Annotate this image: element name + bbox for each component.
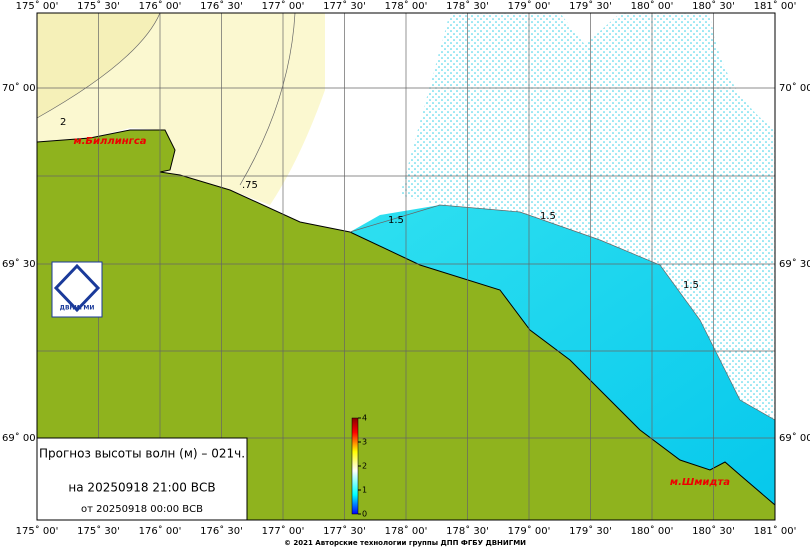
place-label: м.Биллингса bbox=[73, 136, 146, 147]
contour-label: 1.5 bbox=[683, 280, 699, 291]
logo-text: ДВНИГМИ bbox=[60, 305, 95, 312]
lon-label: 176˚ 00' bbox=[139, 0, 182, 12]
contour-label: 1.5 bbox=[388, 215, 404, 226]
legend-title: Прогноз высоты волн (м) – 021ч. bbox=[39, 447, 245, 461]
lon-label: 175˚ 30' bbox=[77, 525, 120, 537]
contour-15 bbox=[349, 204, 776, 421]
lon-label: 180˚ 30' bbox=[692, 0, 735, 12]
colorbar-label: 4 bbox=[362, 414, 367, 423]
lon-label: 179˚ 00' bbox=[508, 0, 551, 12]
lon-label: 176˚ 00' bbox=[139, 525, 182, 537]
lon-label: 177˚ 00' bbox=[262, 525, 305, 537]
lon-label: 177˚ 00' bbox=[262, 0, 305, 12]
lat-label: 69˚ 30' bbox=[2, 258, 38, 270]
lon-label: 178˚ 30' bbox=[446, 525, 489, 537]
legend: Прогноз высоты волн (м) – 021ч. на 20250… bbox=[36, 437, 248, 521]
lon-label: 176˚ 30' bbox=[200, 0, 243, 12]
footer: © 2021 Авторские технологии группы ДПП Ф… bbox=[284, 539, 526, 547]
lon-label: 176˚ 30' bbox=[200, 525, 243, 537]
colorbar-label: 3 bbox=[362, 438, 367, 447]
lon-label: 175˚ 30' bbox=[77, 0, 120, 12]
lat-label: 69˚ 00' bbox=[2, 432, 38, 444]
lon-label: 178˚ 00' bbox=[385, 525, 428, 537]
contour-label: 1.5 bbox=[540, 211, 556, 222]
place-label: м.Шмидта bbox=[670, 477, 730, 488]
colorbar-label: 0 bbox=[362, 510, 367, 519]
legend-valid: на 20250918 21:00 ВСВ bbox=[68, 481, 215, 495]
colorbar-label: 2 bbox=[362, 462, 367, 471]
contour-075 bbox=[239, 12, 296, 186]
lon-label: 177˚ 30' bbox=[323, 0, 366, 12]
colorbar-label: 1 bbox=[362, 486, 367, 495]
colorbar bbox=[351, 417, 359, 515]
lon-label: 178˚ 30' bbox=[446, 0, 489, 12]
lon-label: 180˚ 00' bbox=[631, 525, 674, 537]
map-area bbox=[36, 12, 776, 521]
lon-label: 180˚ 00' bbox=[631, 0, 674, 12]
lon-label: 179˚ 30' bbox=[569, 0, 612, 12]
lon-label: 181˚ 00' bbox=[754, 525, 797, 537]
lon-label: 175˚ 00' bbox=[16, 0, 59, 12]
lon-label: 175˚ 00' bbox=[16, 525, 59, 537]
lat-label: 69˚ 00' bbox=[779, 432, 810, 444]
contour-label: 2 bbox=[60, 117, 66, 128]
lat-label: 69˚ 30' bbox=[779, 258, 810, 270]
legend-issued: от 20250918 00:00 ВСВ bbox=[81, 504, 203, 515]
lon-label: 177˚ 30' bbox=[323, 525, 366, 537]
zone-cyan bbox=[350, 205, 775, 505]
lon-label: 178˚ 00' bbox=[385, 0, 428, 12]
lon-label: 180˚ 30' bbox=[692, 525, 735, 537]
lat-label: 70˚ 00' bbox=[779, 82, 810, 94]
lon-label: 179˚ 00' bbox=[508, 525, 551, 537]
logo-mark bbox=[53, 263, 101, 313]
lon-label: 179˚ 30' bbox=[569, 525, 612, 537]
legend-box bbox=[36, 437, 248, 521]
lon-label: 181˚ 00' bbox=[754, 0, 797, 12]
map-frame bbox=[36, 12, 776, 521]
contour-2 bbox=[36, 12, 161, 119]
lat-label: 70˚ 00' bbox=[2, 82, 38, 94]
logo bbox=[51, 261, 103, 318]
contour-label: .75 bbox=[242, 180, 258, 191]
